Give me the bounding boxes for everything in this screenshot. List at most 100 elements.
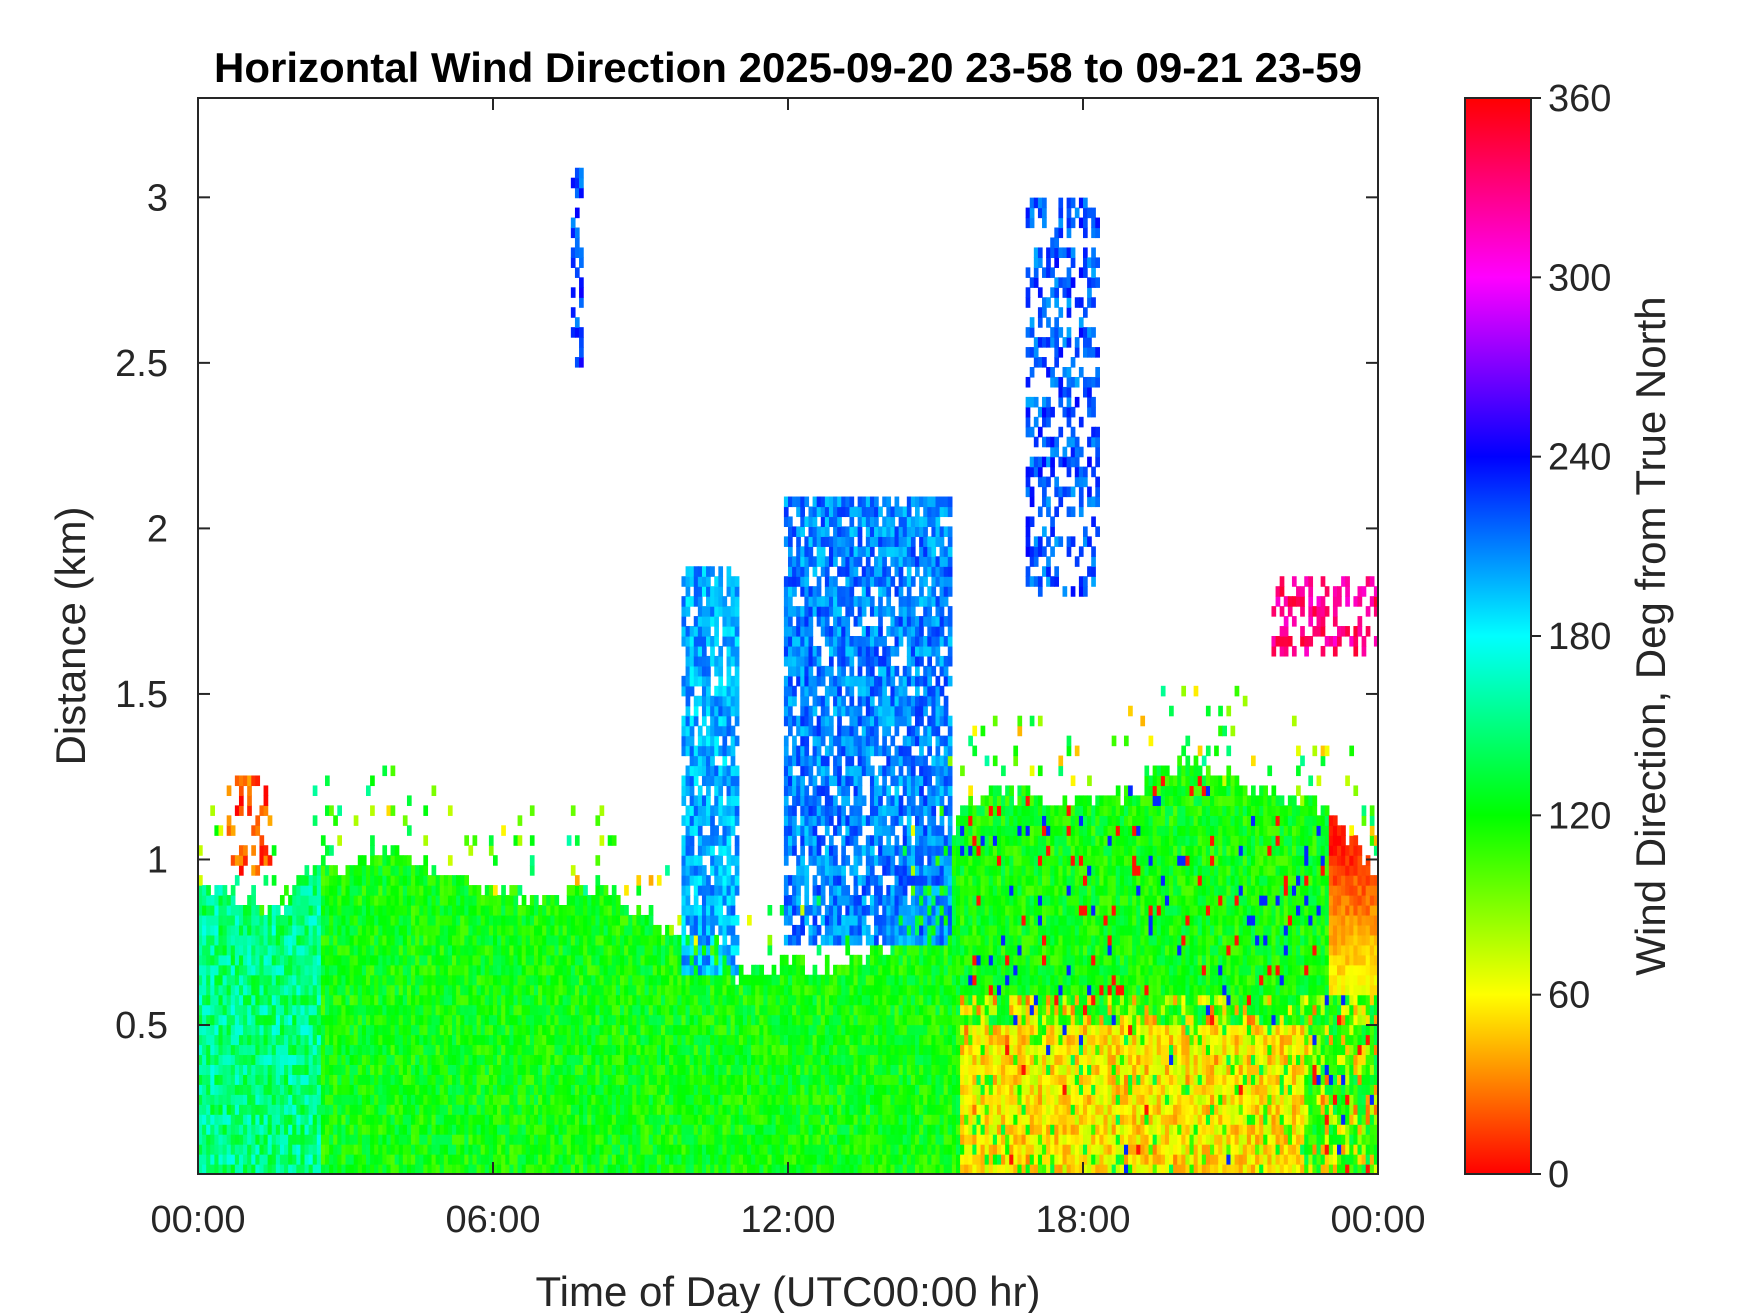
- heatmap-cell: [390, 765, 396, 777]
- heatmap-cell: [759, 974, 765, 986]
- heatmap-cell: [214, 1104, 220, 1115]
- heatmap-cell: [263, 914, 269, 926]
- heatmap-cell: [788, 755, 793, 767]
- heatmap-cell: [427, 1044, 433, 1056]
- heatmap-cell: [669, 1084, 674, 1095]
- heatmap-cell: [484, 1074, 490, 1085]
- heatmap-cell: [681, 1014, 687, 1026]
- heatmap-cell: [620, 1124, 625, 1135]
- heatmap-cell: [546, 1034, 551, 1046]
- heatmap-cell: [251, 954, 256, 966]
- heatmap-cell: [808, 924, 814, 936]
- heatmap-cell: [263, 1134, 269, 1145]
- heatmap-cell: [427, 1094, 433, 1105]
- heatmap-cell: [202, 944, 207, 956]
- heatmap-cell: [804, 735, 810, 747]
- heatmap-cell: [210, 914, 215, 926]
- heatmap-cell: [247, 775, 252, 787]
- heatmap-cell: [464, 964, 470, 976]
- heatmap-cell: [398, 954, 404, 966]
- heatmap-cell: [665, 1084, 670, 1095]
- heatmap-cell: [722, 735, 728, 747]
- heatmap-cell: [365, 1164, 371, 1175]
- heatmap-cell: [648, 954, 654, 966]
- heatmap-cell: [693, 964, 699, 976]
- heatmap-cell: [710, 1114, 715, 1125]
- heatmap-cell: [304, 924, 310, 936]
- heatmap-cell: [304, 1154, 310, 1165]
- heatmap-cell: [689, 845, 695, 856]
- heatmap-cell: [325, 1144, 330, 1155]
- heatmap-cell: [337, 1074, 343, 1085]
- heatmap-cell: [714, 655, 719, 667]
- heatmap-cell: [812, 775, 818, 787]
- heatmap-cell: [538, 1044, 543, 1056]
- heatmap-cell: [394, 1094, 400, 1105]
- heatmap-cell: [337, 1044, 343, 1056]
- heatmap-cell: [685, 765, 691, 777]
- heatmap-cell: [808, 636, 814, 647]
- heatmap-cell: [517, 835, 523, 846]
- heatmap-cell: [308, 984, 314, 996]
- heatmap-cell: [722, 934, 728, 946]
- heatmap-cell: [333, 964, 338, 976]
- heatmap-cell: [546, 1154, 551, 1165]
- heatmap-cell: [570, 287, 576, 298]
- heatmap-cell: [419, 1064, 424, 1075]
- heatmap-cell: [329, 924, 334, 936]
- heatmap-cell: [419, 1084, 424, 1095]
- heatmap-cell: [603, 1134, 609, 1145]
- heatmap-cell: [710, 994, 715, 1006]
- heatmap-cell: [222, 1054, 228, 1066]
- heatmap-cell: [398, 1124, 404, 1135]
- heatmap-cell: [681, 1144, 687, 1155]
- heatmap-cell: [607, 1044, 613, 1056]
- heatmap-cell: [320, 865, 326, 876]
- heatmap-cell: [333, 1134, 338, 1145]
- heatmap-cell: [697, 964, 703, 976]
- heatmap-cell: [275, 1064, 281, 1075]
- heatmap-cell: [353, 934, 359, 946]
- heatmap-cell: [480, 994, 486, 1006]
- heatmap-cell: [722, 885, 728, 896]
- heatmap-cell: [267, 1124, 273, 1135]
- heatmap-cell: [431, 1034, 437, 1046]
- heatmap-cell: [386, 865, 392, 876]
- heatmap-cell: [259, 954, 265, 966]
- heatmap-cell: [472, 1064, 478, 1075]
- heatmap-cell: [554, 1044, 560, 1056]
- heatmap-cell: [218, 964, 224, 976]
- heatmap-cell: [513, 924, 519, 936]
- heatmap-cell: [701, 815, 707, 826]
- heatmap-cell: [714, 944, 719, 956]
- heatmap-cell: [759, 1154, 765, 1165]
- heatmap-cell: [218, 1024, 224, 1036]
- heatmap-cell: [714, 606, 719, 617]
- heatmap-cell: [636, 1044, 642, 1056]
- heatmap-cell: [488, 1124, 494, 1135]
- heatmap-cell: [562, 1064, 568, 1075]
- heatmap-cell: [726, 655, 732, 667]
- heatmap-cell: [468, 1124, 474, 1135]
- heatmap-cell: [546, 1114, 551, 1125]
- heatmap-cell: [669, 1134, 674, 1145]
- heatmap-cell: [599, 1024, 605, 1036]
- heatmap-cell: [792, 805, 797, 816]
- heatmap-cell: [747, 1084, 752, 1095]
- heatmap-cell: [808, 825, 814, 836]
- heatmap-cell: [296, 1094, 302, 1105]
- heatmap-cell: [726, 685, 732, 697]
- heatmap-cell: [714, 835, 719, 846]
- heatmap-cell: [607, 914, 613, 926]
- heatmap-cell: [345, 1124, 351, 1135]
- heatmap-cell: [628, 1114, 633, 1125]
- heatmap-cell: [529, 805, 535, 816]
- heatmap-cell: [382, 905, 388, 916]
- heatmap-cell: [574, 1154, 580, 1165]
- heatmap-cell: [488, 1034, 494, 1046]
- heatmap-cell: [632, 1014, 638, 1026]
- heatmap-cell: [718, 695, 724, 707]
- heatmap-cell: [714, 805, 719, 816]
- heatmap-cell: [788, 685, 793, 697]
